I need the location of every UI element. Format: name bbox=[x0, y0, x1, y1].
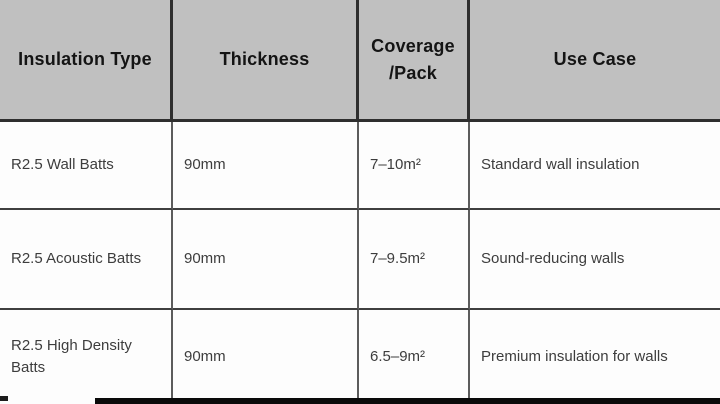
cell-text: R2.5 Wall Batts bbox=[11, 155, 114, 173]
cell-text: 90mm bbox=[184, 347, 226, 365]
header-label-coverage-pack: Coverage /Pack bbox=[371, 36, 455, 83]
header-cell-coverage-pack: Coverage /Pack bbox=[359, 0, 470, 122]
header-label-use-case: Use Case bbox=[553, 49, 637, 70]
cell-text: 6.5–9m² bbox=[370, 347, 426, 365]
cell-text: 90mm bbox=[184, 155, 226, 173]
table-row-2-coverage: 7–9.5m² bbox=[359, 210, 470, 310]
cell-text: 90mm bbox=[184, 249, 226, 267]
header-cell-use-case: Use Case bbox=[470, 0, 720, 122]
table-row-1-insulation-type: R2.5 Wall Batts bbox=[0, 122, 173, 210]
table-row-1-coverage: 7–10m² bbox=[359, 122, 470, 210]
cell-text: 7–9.5m² bbox=[370, 249, 426, 267]
cell-text: Standard wall insulation bbox=[481, 155, 640, 173]
table-row-3-insulation-type: R2.5 High Density Batts bbox=[0, 310, 173, 404]
cell-text: Premium insulation for walls bbox=[481, 347, 668, 365]
header-cell-thickness: Thickness bbox=[173, 0, 359, 122]
header-label-insulation-type: Insulation Type bbox=[18, 49, 152, 70]
cell-text: R2.5 High Density Batts bbox=[11, 336, 132, 377]
cell-text: 7–10m² bbox=[370, 155, 421, 173]
table-row-1-thickness: 90mm bbox=[173, 122, 359, 210]
header-cell-insulation-type: Insulation Type bbox=[0, 0, 173, 122]
header-label-thickness: Thickness bbox=[219, 49, 310, 70]
table-row-2-use-case: Sound-reducing walls bbox=[470, 210, 720, 310]
cell-text: Sound-reducing walls bbox=[481, 249, 625, 267]
cropped-bottom-bar bbox=[95, 398, 720, 404]
cell-text: R2.5 Acoustic Batts bbox=[11, 249, 142, 267]
table-row-3-use-case: Premium insulation for walls bbox=[470, 310, 720, 404]
table-row-3-thickness: 90mm bbox=[173, 310, 359, 404]
cropped-bottom-dash bbox=[0, 396, 8, 401]
table-row-2-insulation-type: R2.5 Acoustic Batts bbox=[0, 210, 173, 310]
table-row-3-coverage: 6.5–9m² bbox=[359, 310, 470, 404]
table-row-2-thickness: 90mm bbox=[173, 210, 359, 310]
table-row-1-use-case: Standard wall insulation bbox=[470, 122, 720, 210]
